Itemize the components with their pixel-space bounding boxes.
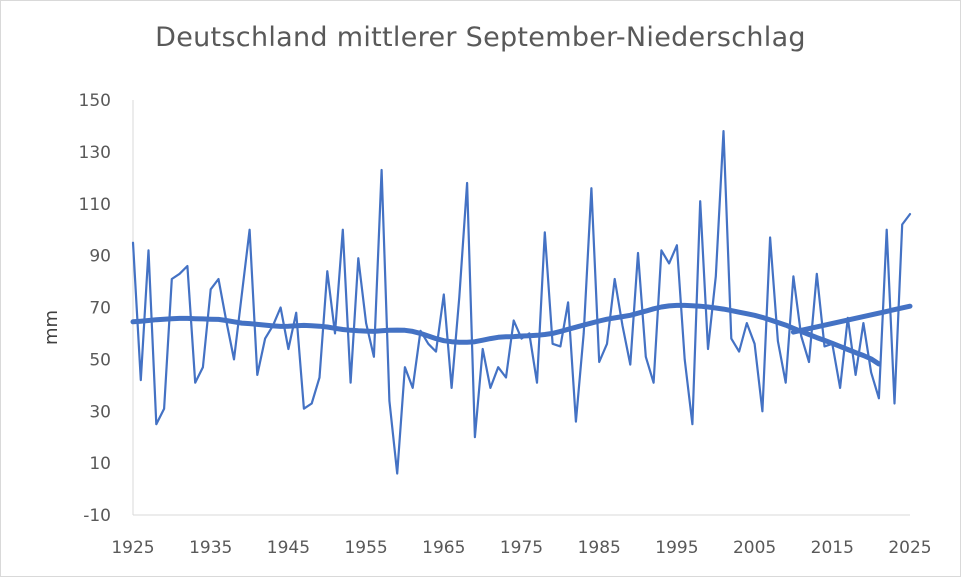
moving-average-line: [130, 302, 882, 367]
trend-line: [790, 303, 913, 335]
annual-series-line: [131, 130, 912, 475]
x-tick-label: 1995: [655, 538, 698, 558]
x-tick-label: 2025: [888, 538, 931, 558]
y-tick-labels: -10 10 30 50 70 90 110 130 150: [79, 91, 111, 526]
x-tick-label: 2005: [733, 538, 776, 558]
x-tick-label: 1965: [422, 538, 465, 558]
y-tick-label: 30: [89, 402, 111, 422]
chart-title: Deutschland mittlerer September-Niedersc…: [155, 22, 806, 53]
y-tick-label: 110: [79, 195, 111, 215]
series-lines: [130, 130, 913, 475]
x-tick-label: 1955: [344, 538, 387, 558]
y-tick-label: 70: [89, 299, 111, 319]
y-tick-label: 150: [79, 91, 111, 111]
axes: [132, 100, 910, 516]
x-tick-label: 1945: [267, 538, 310, 558]
y-tick-label: -10: [83, 506, 111, 526]
y-tick-label: 130: [79, 143, 111, 163]
y-tick-label: 90: [89, 247, 111, 267]
x-tick-label: 1975: [500, 538, 543, 558]
x-tick-label: 2015: [811, 538, 854, 558]
y-tick-label: 10: [89, 454, 111, 474]
x-tick-label: 1925: [111, 538, 154, 558]
y-axis-label: mm: [41, 310, 62, 345]
x-tick-label: 1935: [189, 538, 232, 558]
x-tick-label: 1985: [578, 538, 621, 558]
y-tick-label: 50: [89, 350, 111, 370]
x-tick-labels: 1925 1935 1945 1955 1965 1975 1985 1995 2005 2015…: [111, 538, 931, 558]
